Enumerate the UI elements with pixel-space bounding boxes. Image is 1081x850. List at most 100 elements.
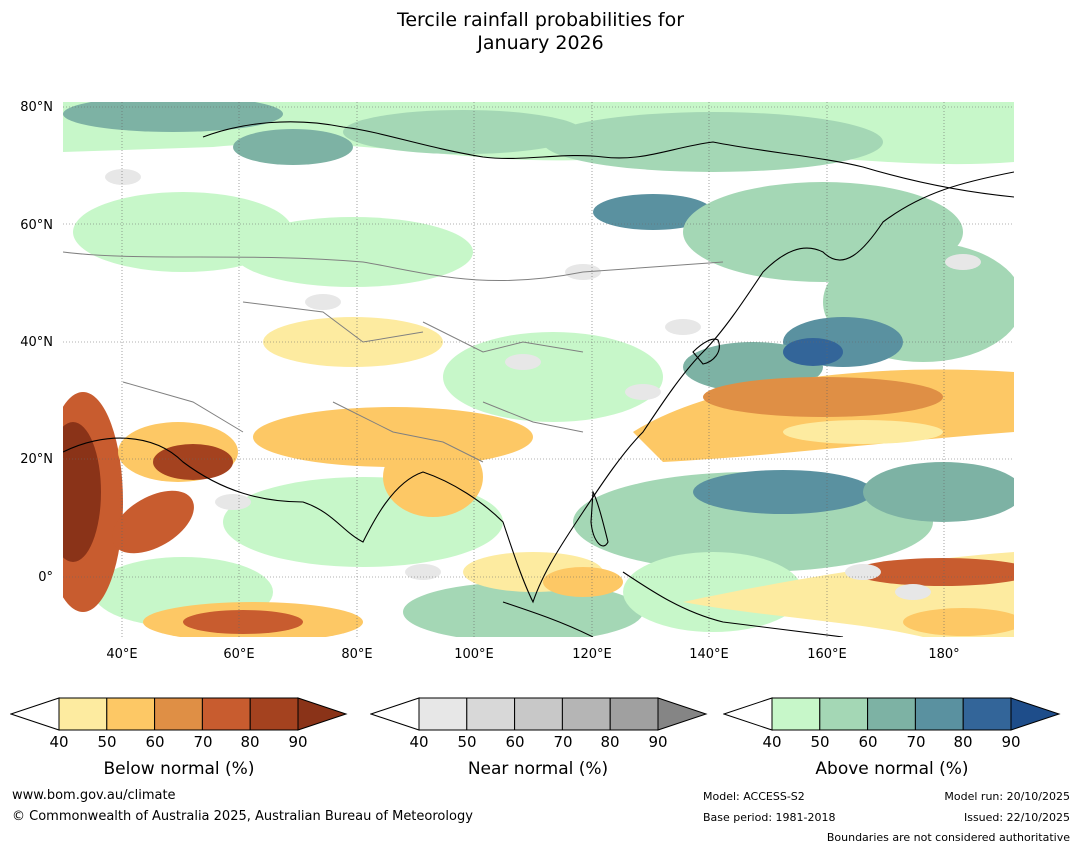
country-border <box>122 381 244 433</box>
tick-label: 80 <box>240 733 260 751</box>
country-borders <box>63 251 724 463</box>
lon-label-120e: 120°E <box>572 647 612 662</box>
near-normal-region <box>625 384 661 400</box>
coastline <box>622 571 844 637</box>
lon-label-100e: 100°E <box>454 647 494 662</box>
near-normal-region <box>945 254 981 270</box>
tick-label: 70 <box>553 733 573 751</box>
colorbar-above-min-extension <box>723 697 773 731</box>
above-normal-region <box>783 338 843 366</box>
coastline <box>63 171 1014 604</box>
lat-label-20n: 20°N <box>20 452 53 467</box>
tick-label: 60 <box>858 733 878 751</box>
colorbar-near-swatch <box>514 697 563 731</box>
tick-label: 90 <box>1001 733 1021 751</box>
colorbar-near <box>370 697 708 731</box>
lon-label-60e: 60°E <box>223 647 255 662</box>
near-normal-region <box>105 169 141 185</box>
colorbar-near-swatch <box>609 697 659 731</box>
lon-label-160e: 160°E <box>807 647 847 662</box>
map-canvas <box>63 102 1014 637</box>
footer-disclaimer: Boundaries are not considered authoritat… <box>826 831 1070 844</box>
colorbar-below-swatch <box>201 697 251 731</box>
below-normal-region <box>853 558 1014 586</box>
below-normal-region <box>63 422 101 562</box>
tick-label: 50 <box>457 733 477 751</box>
probability-fill-layer <box>63 102 1014 637</box>
title-line-2: January 2026 <box>477 32 604 54</box>
above-normal-region <box>443 332 663 422</box>
footer-copyright: © Commonwealth of Australia 2025, Austra… <box>12 809 473 824</box>
above-normal-region <box>593 194 713 230</box>
colorbar-near-min-extension <box>370 697 420 731</box>
colorbar-below-title: Below normal (%) <box>103 759 255 779</box>
below-normal-region <box>112 490 194 554</box>
above-normal-region <box>233 129 353 165</box>
coastlines <box>63 121 1014 637</box>
footer-base-period: Base period: 1981-2018 <box>703 811 836 824</box>
forecast-map <box>63 102 1014 637</box>
near-normal-region <box>405 564 441 580</box>
tick-label: 60 <box>145 733 165 751</box>
colorbar-above-title: Above normal (%) <box>815 759 969 779</box>
tick-label: 40 <box>762 733 782 751</box>
near-normal-region <box>665 319 701 335</box>
colorbar-above-swatch <box>867 697 916 731</box>
below-normal-region <box>263 317 443 367</box>
coastline <box>502 601 594 637</box>
colorbar-above-max-extension <box>1010 697 1061 731</box>
colorbar-near-swatch <box>561 697 611 731</box>
colorbar-above-swatch <box>771 697 821 731</box>
above-normal-region <box>693 470 873 514</box>
footer-url[interactable]: www.bom.gov.au/climate <box>12 788 176 803</box>
colorbar-below-max-extension <box>297 697 348 731</box>
country-border <box>332 401 484 463</box>
country-border <box>482 401 584 433</box>
colorbar-below-swatch <box>249 697 299 731</box>
coastline <box>692 338 720 365</box>
footer-issued: Issued: 22/10/2025 <box>963 811 1070 824</box>
below-normal-region <box>903 608 1014 636</box>
tick-label: 90 <box>288 733 308 751</box>
below-normal-region <box>783 420 943 444</box>
tick-label: 70 <box>906 733 926 751</box>
colorbar-above-swatch <box>819 697 869 731</box>
near-normal-region <box>505 354 541 370</box>
near-normal-region <box>305 294 341 310</box>
above-normal-region <box>863 462 1014 522</box>
near-normal-region <box>895 584 931 600</box>
country-border <box>63 251 724 282</box>
lon-label-40e: 40°E <box>106 647 138 662</box>
footer-model: Model: ACCESS-S2 <box>703 790 805 803</box>
tick-label: 80 <box>953 733 973 751</box>
tick-label: 60 <box>505 733 525 751</box>
near-normal-region <box>845 564 881 580</box>
colorbar-below-min-extension <box>10 697 60 731</box>
lon-label-180: 180° <box>928 647 960 662</box>
colorbar-below-swatch <box>58 697 108 731</box>
tick-label: 40 <box>409 733 429 751</box>
colorbar-near-title: Near normal (%) <box>467 759 609 779</box>
above-normal-region <box>233 217 473 287</box>
lat-label-60n: 60°N <box>20 218 53 233</box>
lat-label-0: 0° <box>38 570 53 585</box>
country-border <box>422 321 584 353</box>
colorbar-near-swatch <box>466 697 516 731</box>
tick-label: 40 <box>49 733 69 751</box>
lon-label-140e: 140°E <box>689 647 729 662</box>
coastline <box>590 489 609 547</box>
chart-title: Tercile rainfall probabilities for Janua… <box>0 9 1081 55</box>
colorbar-below <box>10 697 348 731</box>
lon-label-80e: 80°E <box>341 647 373 662</box>
tick-label: 80 <box>600 733 620 751</box>
tick-label: 90 <box>648 733 668 751</box>
colorbar-above-swatch <box>962 697 1012 731</box>
colorbar-above-swatch <box>914 697 964 731</box>
below-normal-region <box>383 437 483 517</box>
below-normal-region <box>703 377 943 417</box>
below-normal-region <box>543 567 623 597</box>
tick-label: 50 <box>810 733 830 751</box>
lat-label-40n: 40°N <box>20 335 53 350</box>
tick-label: 50 <box>97 733 117 751</box>
title-line-1: Tercile rainfall probabilities for <box>396 9 685 31</box>
